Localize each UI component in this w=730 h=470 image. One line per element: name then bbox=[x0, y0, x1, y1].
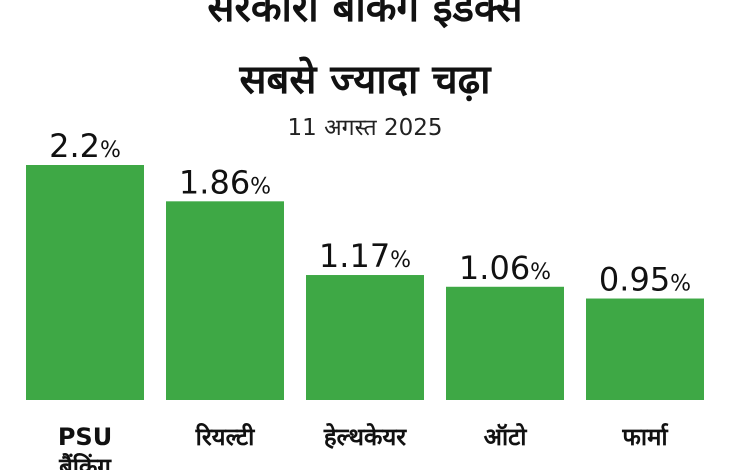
bar-4 bbox=[586, 298, 704, 400]
bar-3 bbox=[446, 286, 564, 400]
chart-title-line-1: सरकारी बैंकिंग इंडेक्स bbox=[207, 0, 523, 31]
bar-0 bbox=[26, 165, 144, 400]
category-label-0-line-1: बैंकिंग bbox=[58, 453, 112, 470]
value-label-1: 1.86% bbox=[179, 163, 271, 201]
category-label-2: हेल्थकेयर bbox=[323, 423, 407, 451]
chart-subtitle: 11 अगस्त 2025 bbox=[287, 115, 443, 141]
value-label-4: 0.95% bbox=[599, 261, 691, 299]
category-label-4: फार्मा bbox=[621, 423, 668, 451]
value-label-2: 1.17% bbox=[319, 237, 411, 275]
value-label-0: 2.2% bbox=[49, 127, 121, 165]
category-label-1: रियल्टी bbox=[195, 423, 256, 451]
bar-1 bbox=[166, 201, 284, 400]
bar-2 bbox=[306, 275, 424, 400]
value-label-3: 1.06% bbox=[459, 249, 551, 287]
category-label-0-line-0: PSU bbox=[58, 423, 112, 451]
category-label-3: ऑटो bbox=[484, 423, 528, 451]
chart-title-line-2: सबसे ज्यादा चढ़ा bbox=[239, 57, 491, 103]
